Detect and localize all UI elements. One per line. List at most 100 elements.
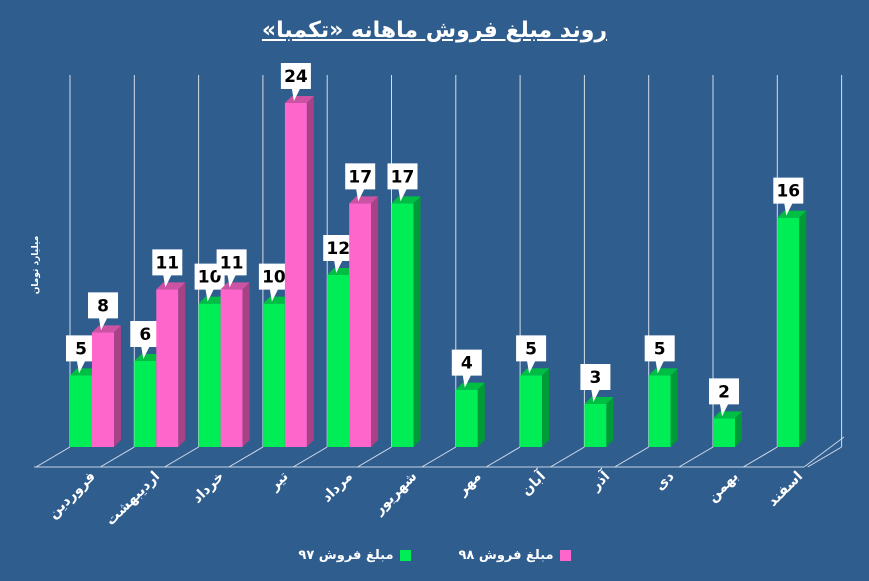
bar-97-5-front [391, 203, 414, 447]
bar-97-10 [713, 411, 742, 447]
data-label-97-6: 4 [461, 354, 473, 374]
bar-97-11-front [777, 217, 800, 447]
data-label-97-5-box [387, 163, 418, 202]
bar-98-0 [92, 325, 121, 447]
bar-98-4-front [349, 203, 372, 447]
bar-98-2-front [220, 289, 243, 447]
bar-97-5-top [391, 196, 421, 204]
data-label-98-1-box [152, 249, 183, 288]
data-label-98-3: 24 [284, 67, 308, 87]
bar-97-11-top [777, 210, 807, 218]
x-tick-label-5: شهریور [370, 469, 420, 519]
bar-98-3-front [284, 103, 307, 447]
bar-97-1-front [134, 361, 157, 447]
data-label-97-8-box [580, 364, 611, 402]
gridline-floor-11 [743, 446, 778, 468]
bar-98-1 [156, 282, 186, 447]
bar-98-2-side [242, 282, 250, 447]
data-label-97-0: 5 [75, 339, 87, 359]
gridline-floor-7 [485, 446, 521, 468]
data-label-97-3: 10 [262, 268, 286, 288]
gridline-floor-8 [550, 446, 585, 468]
x-tick-label-4: مرداد [319, 469, 356, 506]
bar-98-0-front [92, 332, 114, 447]
bar-97-3-top [262, 296, 292, 304]
data-label-97-9: 5 [654, 339, 666, 359]
data-label-98-4: 17 [348, 167, 372, 187]
x-tick-label-6: مهر [454, 469, 485, 500]
data-label-97-4: 12 [326, 239, 350, 259]
bar-97-11 [777, 210, 807, 447]
data-label-97-10: 2 [718, 382, 730, 402]
data-label-97-5: 17 [391, 167, 415, 187]
bar-97-8 [584, 397, 614, 447]
bar-98-3-top [284, 96, 314, 103]
x-tick-label-8: آذر [586, 466, 614, 494]
data-label-97-3-box [258, 263, 289, 302]
bar-97-8-side [606, 397, 614, 447]
data-label-97-1: 6 [139, 325, 151, 345]
legend-item-series-1: مبلغ فروش ۹۸ [459, 548, 571, 563]
data-label-97-6-box [451, 349, 482, 388]
legend-swatch-series-1 [559, 550, 571, 561]
data-label-98-1: 11 [155, 253, 179, 273]
data-label-97-7-box [516, 335, 547, 374]
gridline-floor-1 [100, 446, 135, 468]
y-axis-label: میلیارد تومان [31, 236, 41, 295]
gridline-floor-5 [357, 446, 392, 468]
chart-title: روند مبلغ فروش ماهانه «تکمبا» [261, 18, 608, 43]
gridline-floor-0 [35, 446, 71, 468]
data-label-97-9-box [644, 335, 675, 374]
x-tick-label-9: دی [652, 469, 677, 494]
bar-97-8-top [584, 397, 614, 404]
x-tick-label-1: اردیبهشت [103, 469, 163, 529]
bar-97-7-front [520, 375, 543, 447]
bar-98-1-front [156, 289, 179, 447]
data-label-97-4-box [323, 235, 354, 273]
data-label-97-0-box [66, 335, 96, 374]
bar-97-5-side [413, 196, 421, 447]
x-tick-label-3: تیر [266, 469, 292, 495]
bar-97-6-top [455, 382, 485, 390]
data-label-97-11-box [773, 177, 804, 216]
gridline-floor-12 [807, 446, 842, 468]
data-label-97-8: 3 [589, 368, 601, 388]
bar-97-6 [455, 382, 485, 447]
data-label-98-0: 8 [97, 296, 109, 316]
bar-98-1-side [178, 282, 186, 447]
bar-97-2-front [198, 303, 221, 447]
bar-97-3-front [262, 303, 285, 447]
gridline-floor-10 [678, 446, 714, 468]
legend-label-series-0: مبلغ فروش ۹۷ [298, 548, 394, 563]
bar-97-7-side [542, 368, 550, 447]
bar-97-8-front [584, 404, 607, 447]
bar-98-4-top [349, 196, 379, 204]
data-label-97-10-box [709, 378, 739, 417]
bar-98-0-top [92, 325, 121, 333]
bar-97-7 [520, 368, 550, 447]
x-tick-label-0: فروردین [45, 469, 99, 523]
bar-98-4 [349, 196, 379, 447]
gridline-floor-2 [164, 446, 199, 468]
bar-97-0-top [70, 368, 99, 376]
bar-97-1-top [134, 354, 164, 361]
bar-97-9-top [648, 368, 678, 376]
x-tick-label-11: اسفند [765, 469, 806, 510]
bar-97-9-side [670, 368, 678, 447]
legend-item-series-0: مبلغ فروش ۹۷ [298, 548, 411, 563]
bar-97-9-front [648, 375, 671, 447]
data-label-97-2: 10 [198, 268, 222, 288]
legend: مبلغ فروش ۹۸ مبلغ فروش ۹۷ [0, 548, 869, 563]
gridline-floor-4 [292, 446, 328, 468]
bar-97-2-top [198, 296, 228, 304]
bar-97-5 [391, 196, 421, 447]
x-tick-label-10: بهمن [705, 469, 742, 506]
x-tick-label-2: خرداد [189, 469, 227, 507]
bar-97-10-side [735, 411, 742, 447]
data-label-97-7: 5 [525, 339, 537, 359]
legend-swatch-series-0 [399, 550, 411, 561]
bar-98-2 [220, 282, 250, 447]
bar-98-0-side [114, 325, 121, 447]
data-label-98-2-box [216, 249, 247, 288]
